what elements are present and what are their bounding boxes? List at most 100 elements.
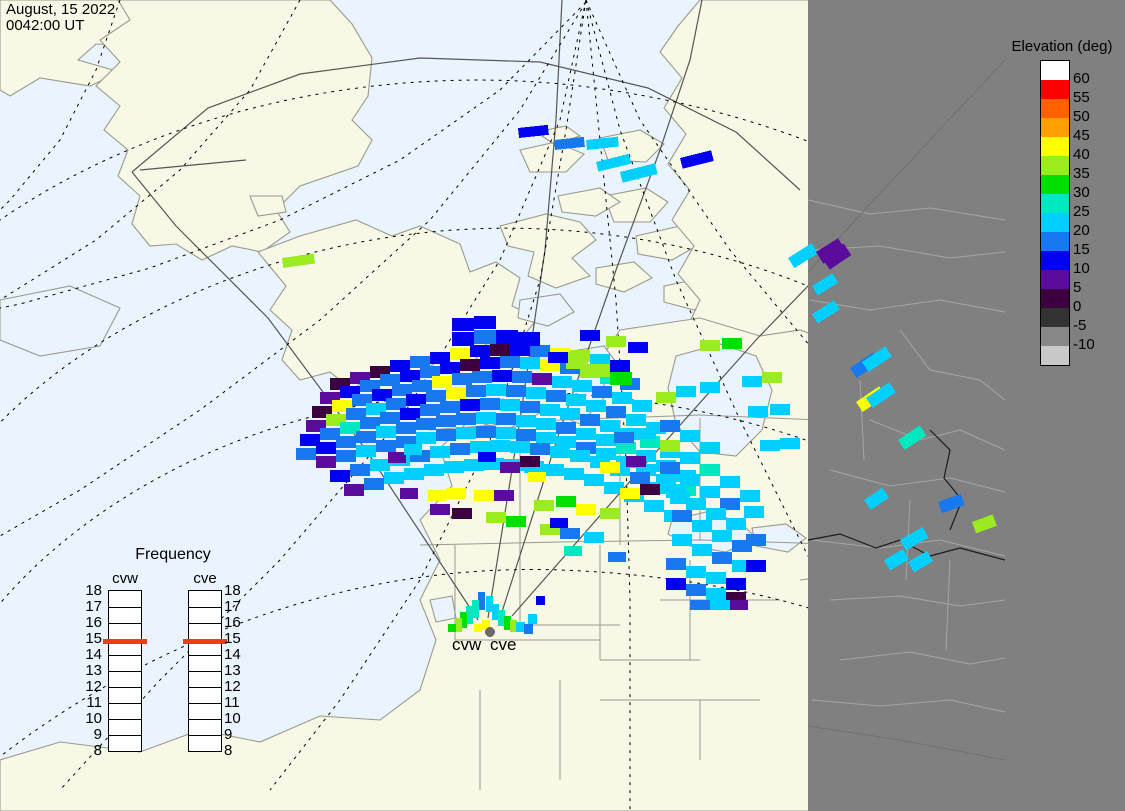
land-arctic-isle-5 [595, 261, 653, 293]
colorbar-label-45: 45 [1073, 127, 1090, 144]
radar-scatter-cells [281, 124, 997, 637]
frequency-title: Frequency [135, 546, 211, 563]
terminator-night-shade [808, 0, 1005, 811]
timestamp-label: August, 15 2022 0042:00 UT [6, 2, 115, 34]
frequency-tick [109, 719, 141, 720]
colorbar-label-55: 55 [1073, 89, 1090, 106]
frequency-column-cvw-label: cvw [112, 570, 138, 587]
land-arctic-isle-1 [519, 141, 585, 173]
mlon-meridian-h [0, 0, 301, 301]
colorbar-swatch-0 [1041, 289, 1069, 308]
fov-corner-tick [139, 159, 247, 171]
frequency-tick [109, 735, 141, 736]
colorbar-swatch-25 [1041, 194, 1069, 213]
colorbar-swatch-40 [1041, 137, 1069, 156]
scatter-group-north [281, 124, 846, 324]
land-banks-island [603, 187, 669, 223]
colorbar-swatch-55 [1041, 80, 1069, 99]
colorbar-swatch-35 [1041, 156, 1069, 175]
frequency-tick [189, 655, 221, 656]
land-alaska [95, 0, 373, 261]
map-svg: cvw cve [0, 0, 1005, 811]
colorbar-swatch-50 [1041, 99, 1069, 118]
frequency-marker-cvw [103, 639, 147, 645]
scatter-group-near-range [448, 592, 545, 637]
colorbar-label-25: 25 [1073, 203, 1090, 220]
colorbar-swatch-30 [1041, 175, 1069, 194]
frequency-tick [189, 703, 221, 704]
frequency-ticklabel-9: 9 [93, 726, 102, 743]
scatter-group-east-lobe [660, 420, 766, 610]
frequency-panel: Frequency cvw cve 18 17 16 15 14 13 12 11 10 9 8 1… [85, 546, 258, 776]
colorbar-label-5: 5 [1073, 279, 1082, 296]
colorbar-label-40: 40 [1073, 146, 1090, 163]
landmasses [0, 0, 1005, 811]
timestamp-time: 0042:00 UT [6, 17, 85, 34]
colorbar-label-30: 30 [1073, 184, 1090, 201]
frequency-ticklabel-12: 12 [85, 678, 102, 695]
frequency-tick [189, 687, 221, 688]
frequency-tick [109, 671, 141, 672]
frequency-ticklabel-16: 16 [224, 614, 241, 631]
timestamp-date: August, 15 2022 [6, 1, 116, 18]
colorbar-label-60: 60 [1073, 70, 1090, 87]
frequency-ticklabel-8: 8 [224, 742, 233, 759]
colorbar-swatch-45 [1041, 118, 1069, 137]
colorbar-swatch-5 [1041, 270, 1069, 289]
frequency-ticklabel-8: 8 [93, 742, 102, 759]
colorbar-swatch-20 [1041, 213, 1069, 232]
great-bear-lake [517, 293, 575, 327]
frequency-tick [109, 655, 141, 656]
elevation-legend: Elevation (deg) 60 55 50 45 40 35 30 25 20 15 10 5 0… [1005, 0, 1125, 811]
frequency-tick [189, 607, 221, 608]
frequency-ticklabel-18: 18 [85, 582, 102, 599]
magnetic-coordinate-grid [0, 0, 1005, 811]
frequency-marker-cve [183, 638, 227, 644]
frequency-tick [109, 623, 141, 624]
frequency-tick [189, 671, 221, 672]
frequency-scale-cvw [103, 590, 147, 752]
frequency-tick [189, 735, 221, 736]
frequency-tick [109, 687, 141, 688]
frequency-column-cve: cve [183, 570, 227, 752]
scatter-group-nightside [822, 243, 997, 573]
map-canvas: cvw cve August, 15 2022 0042:00 UT Freque… [0, 0, 1005, 811]
colorbar-swatch-15 [1041, 232, 1069, 251]
frequency-ticklabel-15: 15 [224, 630, 241, 647]
colorbar-label-0: 0 [1073, 298, 1082, 315]
frequency-tick [189, 719, 221, 720]
frequency-ticklabel-10: 10 [85, 710, 102, 727]
frequency-ticklabel-15: 15 [85, 630, 102, 647]
frequency-ticklabel-13: 13 [224, 662, 241, 679]
colorbar-label-35: 35 [1073, 165, 1090, 182]
colorbar-swatch--5 [1041, 308, 1069, 327]
radar-site-marker [485, 627, 495, 637]
frequency-tick [109, 607, 141, 608]
frequency-ticklabel-17: 17 [224, 598, 241, 615]
frequency-ticklabel-9: 9 [224, 726, 233, 743]
mlon-meridian-f [0, 1, 587, 537]
station-label-cvw: cvw [452, 635, 482, 654]
frequency-column-cvw: cvw [103, 570, 147, 752]
frequency-tick [109, 703, 141, 704]
station-label-cve: cve [490, 635, 516, 654]
mlon-meridian-a [59, 0, 587, 791]
frequency-tick [189, 623, 221, 624]
fov-far-arc-north [131, 57, 801, 191]
frequency-ticklabel-18: 18 [224, 582, 241, 599]
mlon-meridian-i [0, 0, 121, 211]
frequency-ticklabel-11: 11 [224, 694, 240, 711]
bering-sea [0, 285, 121, 357]
frequency-ticklabel-13: 13 [85, 662, 102, 679]
land-arctic-isle-3 [557, 187, 622, 217]
colorbar-swatches [1040, 60, 1070, 366]
colorbar-title: Elevation (deg) [1011, 38, 1113, 55]
colorbar-label-15: 15 [1073, 241, 1090, 258]
scatter-group-midlat [388, 318, 800, 562]
frequency-ticklabel-11: 11 [86, 694, 102, 711]
fov-east-left-edge [499, 0, 703, 619]
frequency-ticklabel-14: 14 [224, 646, 241, 663]
fov-west-left-edge [131, 171, 479, 621]
colorbar-swatch-10 [1041, 251, 1069, 270]
